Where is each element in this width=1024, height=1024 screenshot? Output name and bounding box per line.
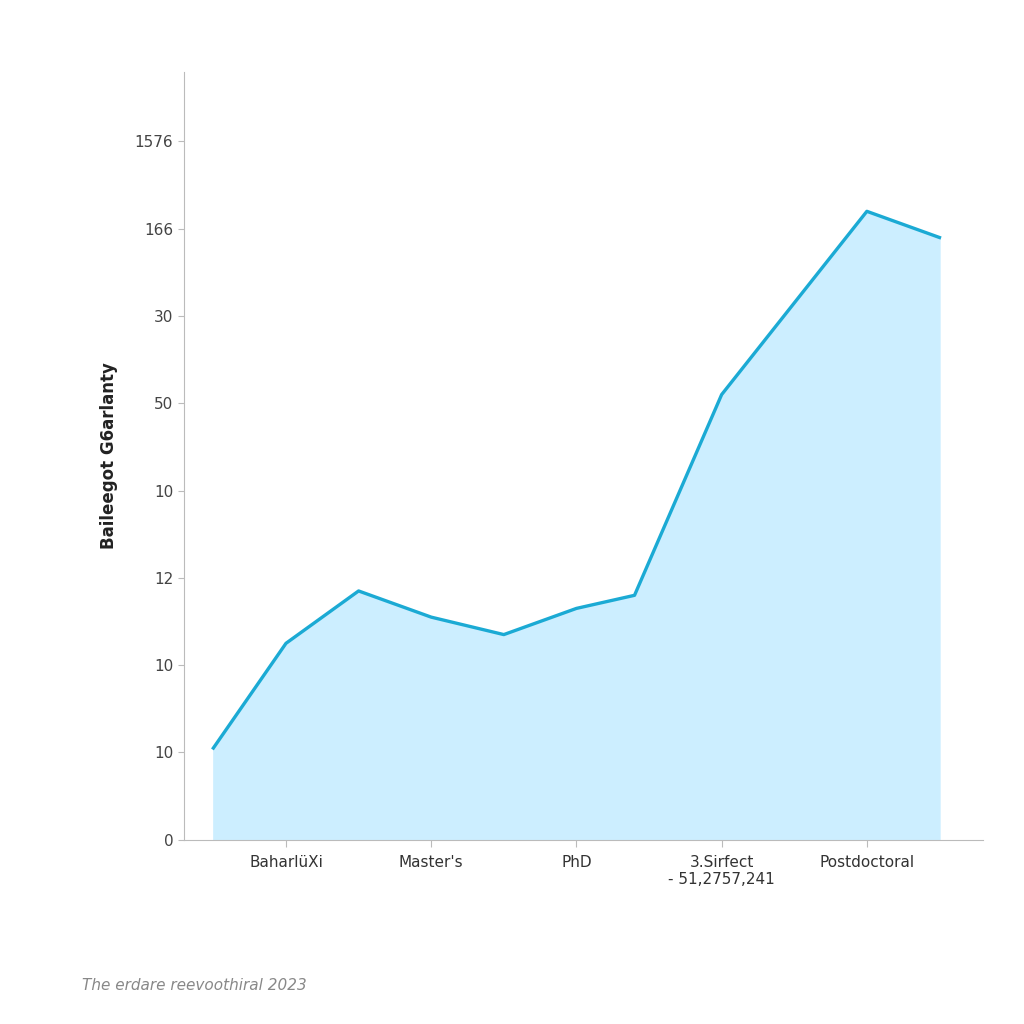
Text: The erdare reevoothiral 2023: The erdare reevoothiral 2023 bbox=[82, 978, 306, 993]
Y-axis label: Baileegot G6arlanty: Baileegot G6arlanty bbox=[100, 362, 118, 549]
